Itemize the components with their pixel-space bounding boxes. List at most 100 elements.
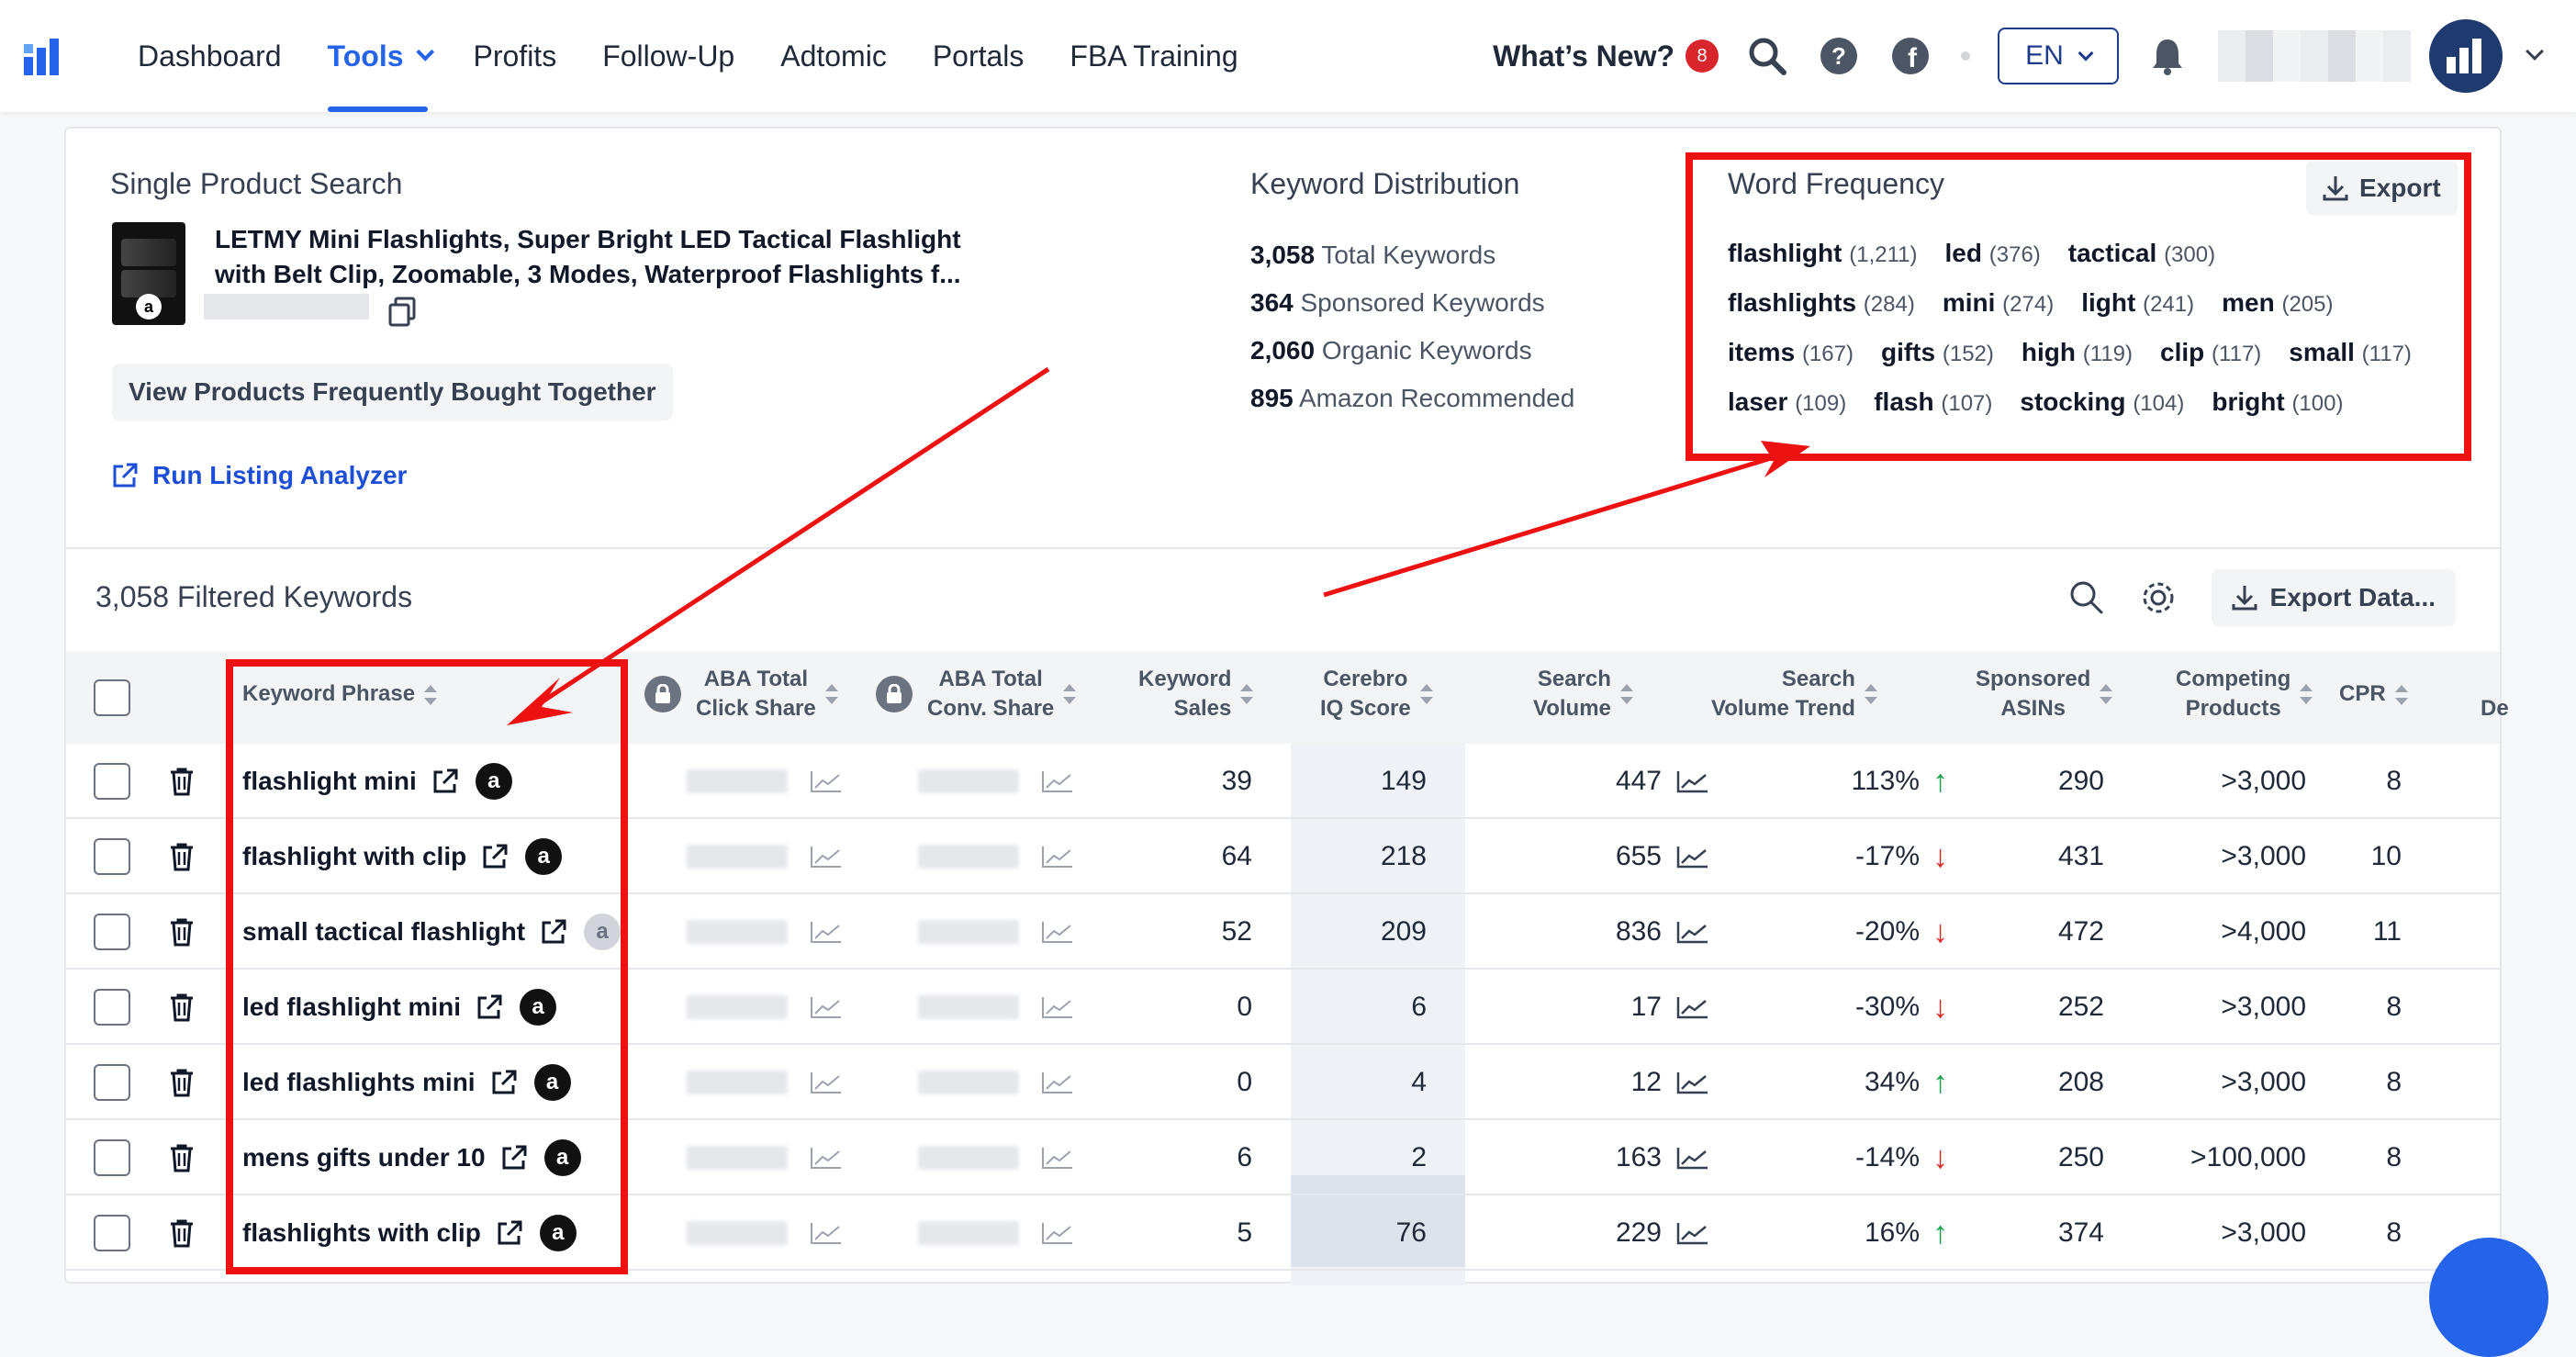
run-listing-analyzer-link[interactable]: Run Listing Analyzer <box>110 461 407 490</box>
chart-icon[interactable] <box>1041 1071 1074 1094</box>
word-frequency-item[interactable]: small (117) <box>2289 329 2412 378</box>
header-sponsored-asins[interactable]: Sponsored ASINs <box>1976 665 2113 723</box>
delete-trash-icon[interactable] <box>169 1120 195 1195</box>
account-chevron-down-icon[interactable] <box>2526 42 2544 61</box>
nav-item-tools[interactable]: Tools <box>327 0 434 112</box>
word-frequency-item[interactable]: high (119) <box>2022 329 2133 378</box>
chart-icon[interactable] <box>810 995 843 1019</box>
amazon-icon[interactable]: a <box>539 1215 577 1251</box>
row-checkbox[interactable] <box>94 763 130 800</box>
word-frequency-item[interactable]: stocking (104) <box>2020 378 2184 428</box>
select-all-checkbox[interactable] <box>94 679 130 716</box>
search-icon[interactable] <box>1744 33 1790 79</box>
external-link-icon[interactable] <box>496 1219 523 1247</box>
header-search-volume[interactable]: Search Volume <box>1533 665 1633 723</box>
header-cerebro-iq-score[interactable]: Cerebro IQ Score <box>1320 665 1433 723</box>
word-frequency-item[interactable]: flashlights (284) <box>1728 279 1915 329</box>
word-frequency-item[interactable]: men (205) <box>2222 279 2333 329</box>
keyword-phrase[interactable]: led flashlight mini <box>242 993 462 1021</box>
header-aba-click-share[interactable]: ABA Total Click Share <box>644 665 838 723</box>
row-checkbox[interactable] <box>94 989 130 1026</box>
facebook-icon[interactable]: f <box>1887 33 1933 79</box>
chat-widget-button[interactable] <box>2429 1238 2548 1357</box>
delete-trash-icon[interactable] <box>169 1045 195 1120</box>
row-checkbox[interactable] <box>94 1139 130 1176</box>
chart-icon[interactable] <box>1676 1146 1709 1170</box>
word-frequency-item[interactable]: light (241) <box>2081 279 2194 329</box>
word-frequency-item[interactable]: items (167) <box>1728 329 1854 378</box>
bell-icon[interactable] <box>2145 33 2190 79</box>
word-frequency-item[interactable]: clip (117) <box>2160 329 2261 378</box>
header-aba-conv-share[interactable]: ABA Total Conv. Share <box>876 665 1077 723</box>
word-frequency-item[interactable]: bright (100) <box>2212 378 2343 428</box>
word-frequency-item[interactable]: laser (109) <box>1728 378 1846 428</box>
help-icon[interactable]: ? <box>1816 33 1862 79</box>
word-frequency-item[interactable]: flashlight (1,211) <box>1728 230 1918 279</box>
whats-new-button[interactable]: What’s New? 8 <box>1493 39 1719 73</box>
view-frequently-bought-button[interactable]: View Products Frequently Bought Together <box>112 364 673 421</box>
word-frequency-export-button[interactable]: Export <box>2306 162 2458 215</box>
helium10-logo-icon[interactable] <box>22 31 68 77</box>
settings-gear-icon[interactable] <box>2140 579 2177 616</box>
chart-icon[interactable] <box>1041 845 1074 869</box>
nav-item-dashboard[interactable]: Dashboard <box>138 0 282 112</box>
keyword-phrase[interactable]: flashlights with clip <box>242 1218 481 1247</box>
nav-item-fba-training[interactable]: FBA Training <box>1070 0 1238 112</box>
table-search-icon[interactable] <box>2068 579 2105 616</box>
chart-icon[interactable] <box>1676 1221 1709 1245</box>
external-link-icon[interactable] <box>490 1069 518 1096</box>
account-avatar[interactable] <box>2429 19 2503 93</box>
external-link-icon[interactable] <box>481 843 509 870</box>
nav-item-profits[interactable]: Profits <box>474 0 557 112</box>
row-checkbox[interactable] <box>94 1064 130 1101</box>
delete-trash-icon[interactable] <box>169 894 195 970</box>
chart-icon[interactable] <box>810 769 843 793</box>
keyword-phrase[interactable]: flashlight mini <box>242 767 417 795</box>
row-checkbox[interactable] <box>94 838 130 875</box>
amazon-icon[interactable]: a <box>584 914 622 950</box>
keyword-phrase[interactable]: led flashlights mini <box>242 1068 476 1096</box>
chart-icon[interactable] <box>1041 920 1074 944</box>
keyword-phrase[interactable]: small tactical flashlight <box>242 917 526 946</box>
chart-icon[interactable] <box>810 920 843 944</box>
chart-icon[interactable] <box>1041 769 1074 793</box>
word-frequency-item[interactable]: tactical (300) <box>2068 230 2215 279</box>
nav-item-portals[interactable]: Portals <box>933 0 1025 112</box>
delete-trash-icon[interactable] <box>169 744 195 819</box>
copy-icon[interactable] <box>387 296 419 327</box>
external-link-icon[interactable] <box>476 993 503 1021</box>
word-frequency-item[interactable]: mini (274) <box>1943 279 2054 329</box>
header-keyword-sales[interactable]: Keyword Sales <box>1138 665 1254 723</box>
chart-icon[interactable] <box>1676 769 1709 793</box>
word-frequency-item[interactable]: gifts (152) <box>1881 329 1994 378</box>
row-checkbox[interactable] <box>94 914 130 950</box>
external-link-icon[interactable] <box>431 768 459 795</box>
language-select[interactable]: EN <box>1998 28 2119 84</box>
delete-trash-icon[interactable] <box>169 819 195 894</box>
amazon-icon[interactable]: a <box>520 989 557 1026</box>
nav-item-adtomic[interactable]: Adtomic <box>780 0 887 112</box>
header-cutoff-column[interactable]: De <box>2481 696 2509 721</box>
export-data-button[interactable]: Export Data... <box>2211 569 2456 626</box>
delete-trash-icon[interactable] <box>169 1195 195 1271</box>
amazon-icon[interactable]: a <box>475 763 512 800</box>
amazon-icon[interactable]: a <box>525 838 563 875</box>
amazon-icon[interactable]: a <box>543 1139 581 1176</box>
chart-icon[interactable] <box>810 1146 843 1170</box>
delete-trash-icon[interactable] <box>169 970 195 1045</box>
row-checkbox[interactable] <box>94 1215 130 1251</box>
chart-icon[interactable] <box>810 1221 843 1245</box>
external-link-icon[interactable] <box>500 1144 528 1172</box>
chart-icon[interactable] <box>810 845 843 869</box>
keyword-phrase[interactable]: flashlight with clip <box>242 842 467 870</box>
chart-icon[interactable] <box>1676 920 1709 944</box>
chart-icon[interactable] <box>1676 845 1709 869</box>
chart-icon[interactable] <box>1041 1221 1074 1245</box>
chart-icon[interactable] <box>1676 995 1709 1019</box>
word-frequency-item[interactable]: led (376) <box>1945 230 2041 279</box>
header-competing-products[interactable]: Competing Products <box>2176 665 2313 723</box>
nav-item-follow-up[interactable]: Follow-Up <box>602 0 734 112</box>
keyword-phrase[interactable]: mens gifts under 10 <box>242 1143 486 1172</box>
chart-icon[interactable] <box>810 1071 843 1094</box>
word-frequency-item[interactable]: flash (107) <box>1874 378 1992 428</box>
